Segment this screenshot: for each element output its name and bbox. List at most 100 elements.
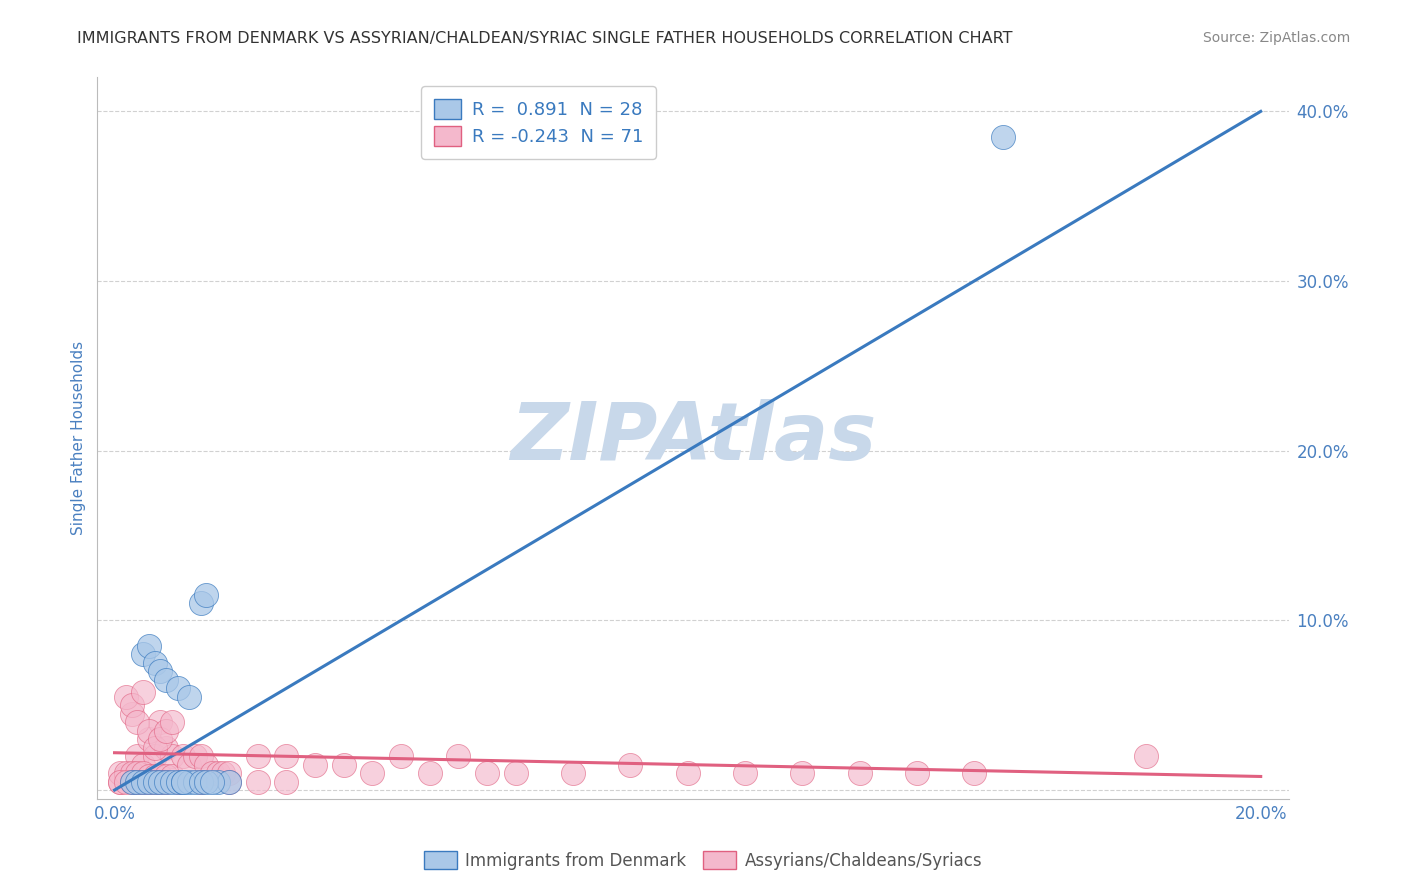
Point: [143, 774, 166, 789]
Point: [195, 588, 218, 602]
Point: [121, 774, 143, 789]
Point: [166, 774, 188, 789]
Point: [195, 774, 218, 789]
Point: [110, 774, 132, 789]
Point: [132, 684, 155, 698]
Point: [121, 706, 143, 721]
Point: [207, 774, 229, 789]
Point: [149, 774, 172, 789]
Point: [246, 774, 269, 789]
Point: [734, 766, 756, 780]
Point: [505, 766, 527, 780]
Point: [115, 774, 138, 789]
Legend: Immigrants from Denmark, Assyrians/Chaldeans/Syriacs: Immigrants from Denmark, Assyrians/Chald…: [418, 845, 988, 877]
Point: [121, 698, 143, 713]
Point: [160, 774, 183, 789]
Point: [201, 774, 224, 789]
Point: [172, 749, 194, 764]
Point: [132, 648, 155, 662]
Point: [160, 749, 183, 764]
Point: [138, 732, 160, 747]
Point: [138, 723, 160, 738]
Point: [190, 749, 212, 764]
Point: [619, 757, 641, 772]
Point: [132, 757, 155, 772]
Point: [177, 757, 200, 772]
Point: [127, 766, 149, 780]
Point: [195, 757, 218, 772]
Point: [121, 766, 143, 780]
Point: [212, 766, 235, 780]
Point: [419, 766, 441, 780]
Point: [155, 740, 177, 755]
Point: [149, 769, 172, 783]
Point: [190, 774, 212, 789]
Point: [160, 769, 183, 783]
Point: [447, 749, 470, 764]
Point: [155, 723, 177, 738]
Point: [143, 749, 166, 764]
Point: [138, 639, 160, 653]
Point: [166, 774, 188, 789]
Point: [155, 774, 177, 789]
Text: IMMIGRANTS FROM DENMARK VS ASSYRIAN/CHALDEAN/SYRIAC SINGLE FATHER HOUSEHOLDS COR: IMMIGRANTS FROM DENMARK VS ASSYRIAN/CHAL…: [77, 31, 1012, 46]
Point: [132, 766, 155, 780]
Y-axis label: Single Father Households: Single Father Households: [72, 341, 86, 535]
Point: [177, 774, 200, 789]
Point: [149, 715, 172, 730]
Text: ZIPAtlas: ZIPAtlas: [510, 399, 876, 477]
Point: [246, 749, 269, 764]
Point: [184, 749, 207, 764]
Point: [110, 774, 132, 789]
Point: [115, 690, 138, 704]
Point: [276, 774, 298, 789]
Point: [138, 774, 160, 789]
Point: [138, 774, 160, 789]
Point: [184, 774, 207, 789]
Point: [963, 766, 986, 780]
Point: [218, 766, 240, 780]
Point: [276, 749, 298, 764]
Point: [177, 690, 200, 704]
Point: [792, 766, 814, 780]
Point: [155, 774, 177, 789]
Point: [143, 769, 166, 783]
Point: [121, 774, 143, 789]
Point: [172, 774, 194, 789]
Point: [905, 766, 928, 780]
Point: [132, 774, 155, 789]
Point: [160, 715, 183, 730]
Point: [143, 740, 166, 755]
Point: [475, 766, 498, 780]
Point: [190, 596, 212, 610]
Point: [143, 774, 166, 789]
Point: [127, 715, 149, 730]
Point: [149, 665, 172, 679]
Point: [1135, 749, 1157, 764]
Point: [991, 129, 1014, 144]
Point: [207, 766, 229, 780]
Point: [127, 774, 149, 789]
Point: [172, 774, 194, 789]
Point: [218, 774, 240, 789]
Point: [848, 766, 870, 780]
Point: [218, 774, 240, 789]
Point: [138, 769, 160, 783]
Point: [127, 774, 149, 789]
Point: [115, 769, 138, 783]
Point: [155, 673, 177, 687]
Point: [115, 766, 138, 780]
Point: [155, 769, 177, 783]
Point: [149, 732, 172, 747]
Point: [389, 749, 412, 764]
Point: [676, 766, 699, 780]
Point: [127, 749, 149, 764]
Point: [110, 766, 132, 780]
Point: [562, 766, 585, 780]
Point: [143, 656, 166, 670]
Point: [166, 681, 188, 696]
Legend: R =  0.891  N = 28, R = -0.243  N = 71: R = 0.891 N = 28, R = -0.243 N = 71: [422, 87, 655, 159]
Point: [149, 774, 172, 789]
Point: [190, 774, 212, 789]
Point: [201, 766, 224, 780]
